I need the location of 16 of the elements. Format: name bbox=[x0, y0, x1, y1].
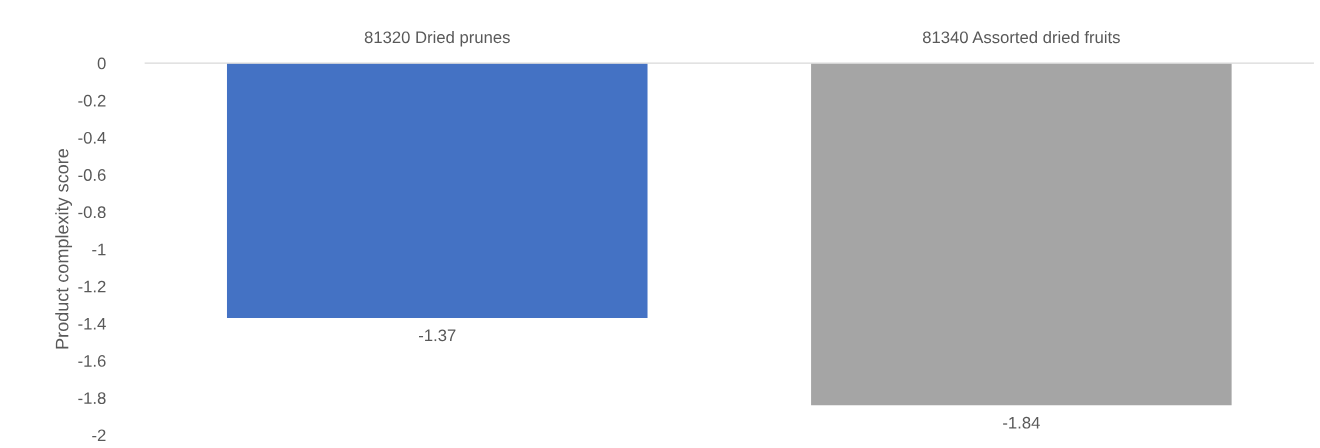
x-tick-label: 81320 Dried prunes bbox=[364, 30, 510, 47]
data-label: -1.37 bbox=[419, 329, 456, 342]
y-axis-title: Product complexity score bbox=[55, 149, 73, 349]
y-tick-label: -1.8 bbox=[78, 392, 106, 405]
y-tick-label: -1.2 bbox=[78, 280, 106, 293]
y-tick-label: -0.6 bbox=[78, 169, 106, 181]
y-tick-label: -0.8 bbox=[78, 206, 106, 219]
data-label: -1.84 bbox=[1003, 416, 1040, 429]
y-tick-label: -2 bbox=[92, 429, 106, 442]
y-tick-label: -1.4 bbox=[78, 318, 106, 330]
x-tick-label: 81340 Assorted dried fruits bbox=[922, 30, 1120, 44]
y-tick-label: -1.6 bbox=[78, 355, 106, 367]
y-tick-label: -0.4 bbox=[78, 131, 106, 144]
y-tick-label: -1 bbox=[92, 243, 106, 256]
y-tick-label: -0.2 bbox=[78, 94, 106, 107]
y-tick-label: 0 bbox=[97, 57, 106, 70]
